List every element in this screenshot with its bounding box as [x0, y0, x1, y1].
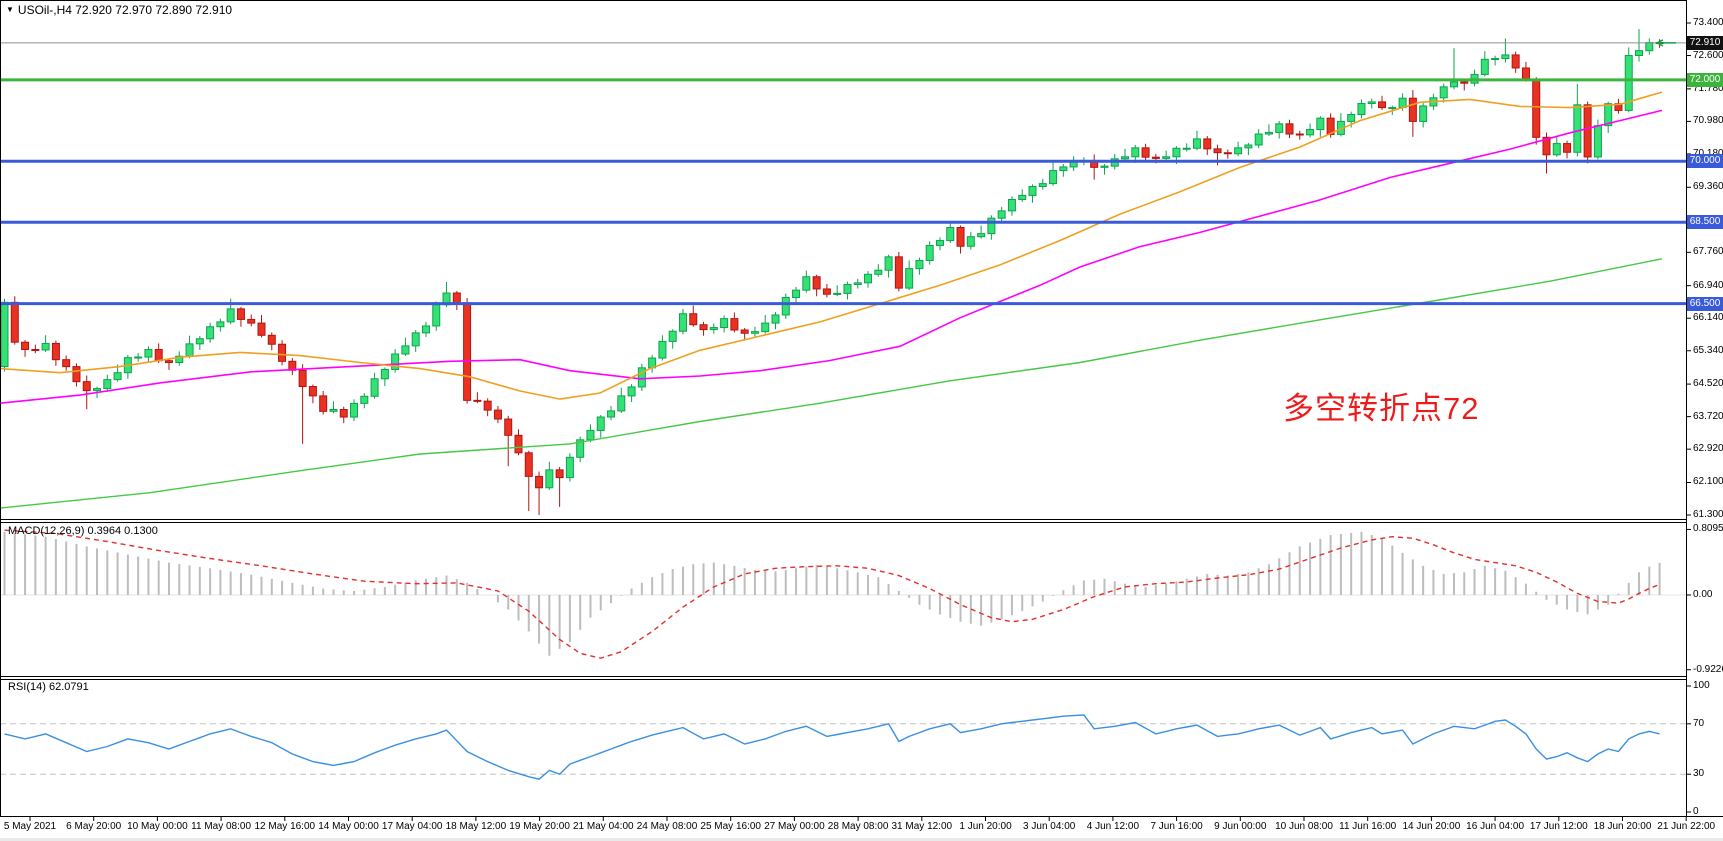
price-line-badge: 70.000	[1687, 154, 1723, 169]
time-axis-label: 18 Jun 20:00	[1593, 821, 1652, 832]
time-axis-label: 7 Jun 16:00	[1150, 821, 1203, 832]
price-tick-label: 71.780	[1693, 82, 1723, 94]
price-tick-label: 70.180	[1693, 148, 1723, 159]
price-line-badge: 68.500	[1687, 215, 1723, 230]
macd-indicator-label: MACD(12,26,9) 0.3964 0.1300	[8, 525, 158, 537]
current-price-marker	[1655, 39, 1676, 47]
time-axis-label: 3 Jun 04:00	[1023, 821, 1076, 832]
rsi-level-lines	[0, 723, 1686, 775]
price-line-badge: 72.000	[1687, 72, 1723, 87]
rsi-line	[4, 714, 1660, 780]
price-tick-label: 63.720	[1693, 410, 1723, 422]
price-line-badge: 72.910	[1687, 35, 1723, 50]
macd-histogram	[3, 531, 1661, 656]
time-axis-label: 10 May 00:00	[127, 821, 188, 832]
price-tick-label: 62.100	[1693, 476, 1723, 488]
ma-fast-orange-line	[0, 91, 1663, 400]
price-tick-label: 69.360	[1693, 181, 1723, 193]
time-axis-label: 17 Jun 12:00	[1529, 821, 1588, 832]
price-tick-label: 72.600	[1693, 49, 1723, 61]
time-axis-label: 10 Jun 08:00	[1275, 821, 1333, 832]
macd-tick-label: -0.9226	[1693, 663, 1723, 675]
time-axis-label: 19 May 20:00	[509, 821, 570, 832]
time-axis-label: 11 Jun 16:00	[1339, 821, 1397, 832]
time-axis-label: 11 May 08:00	[191, 821, 252, 832]
time-axis-label: 31 May 12:00	[891, 821, 953, 832]
rsi-indicator-label: RSI(14) 62.0791	[8, 681, 89, 693]
axis-tick-marks	[29, 22, 1691, 821]
price-tick-label: 70.980	[1693, 115, 1723, 127]
time-axis-label: 14 May 00:00	[318, 821, 379, 832]
time-axis-label: 6 May 20:00	[66, 821, 122, 832]
time-axis-label: 18 May 12:00	[445, 821, 507, 832]
time-axis-label: 21 May 04:00	[572, 821, 634, 832]
time-axis-label: 21 Jun 22:00	[1657, 821, 1716, 832]
ma-mid-magenta-line	[0, 109, 1663, 404]
time-axis-label: 5 May 2021	[3, 821, 57, 832]
price-tick-label: 66.940	[1693, 279, 1723, 291]
time-axis-label: 17 May 04:00	[381, 821, 443, 832]
bottom-strip	[0, 838, 1723, 841]
time-axis-label: 27 May 00:00	[764, 821, 825, 832]
price-tick-label: 61.300	[1693, 509, 1723, 521]
price-tick-label: 73.400	[1693, 17, 1723, 28]
macd-tick-label: 0.00	[1693, 589, 1713, 600]
time-axis-label: 9 Jun 00:00	[1214, 821, 1267, 832]
symbol-dropdown-icon[interactable]: ▼	[6, 5, 14, 14]
rsi-tick-label: 100	[1693, 680, 1710, 691]
price-tick-label: 64.520	[1693, 378, 1723, 390]
price-tick-label: 62.920	[1693, 443, 1723, 455]
price-tick-label: 66.140	[1693, 312, 1723, 324]
time-axis-label: 14 Jun 20:00	[1402, 821, 1461, 832]
time-axis-label: 12 May 16:00	[254, 821, 316, 832]
price-line-badge: 66.500	[1687, 296, 1723, 311]
chart-title: ▼ USOil-,H4 72.920 72.970 72.890 72.910	[6, 3, 232, 17]
horizontal-price-lines	[0, 42, 1686, 306]
time-axis-label: 28 May 08:00	[827, 821, 889, 832]
rsi-tick-label: 70	[1693, 717, 1705, 729]
time-axis-label: 25 May 16:00	[700, 821, 761, 832]
time-axis-label: 1 Jun 20:00	[959, 821, 1012, 832]
rsi-tick-label: 30	[1693, 768, 1705, 780]
time-axis-label: 4 Jun 12:00	[1086, 821, 1140, 832]
chart-title-text: USOil-,H4 72.920 72.970 72.890 72.910	[17, 3, 233, 17]
price-tick-label: 65.340	[1693, 344, 1723, 356]
macd-signal-line	[4, 529, 1660, 659]
price-tick-label: 67.760	[1693, 246, 1723, 258]
macd-tick-label: 0.8095	[1693, 523, 1723, 535]
chart-annotation-text: 多空转折点72	[1283, 391, 1480, 426]
time-axis-label: 16 Jun 04:00	[1466, 821, 1525, 832]
panel-borders	[0, 0, 1723, 817]
candlestick-series	[0, 29, 1664, 516]
rsi-tick-label: 0	[1693, 806, 1699, 817]
time-axis-label: 24 May 08:00	[636, 821, 698, 832]
